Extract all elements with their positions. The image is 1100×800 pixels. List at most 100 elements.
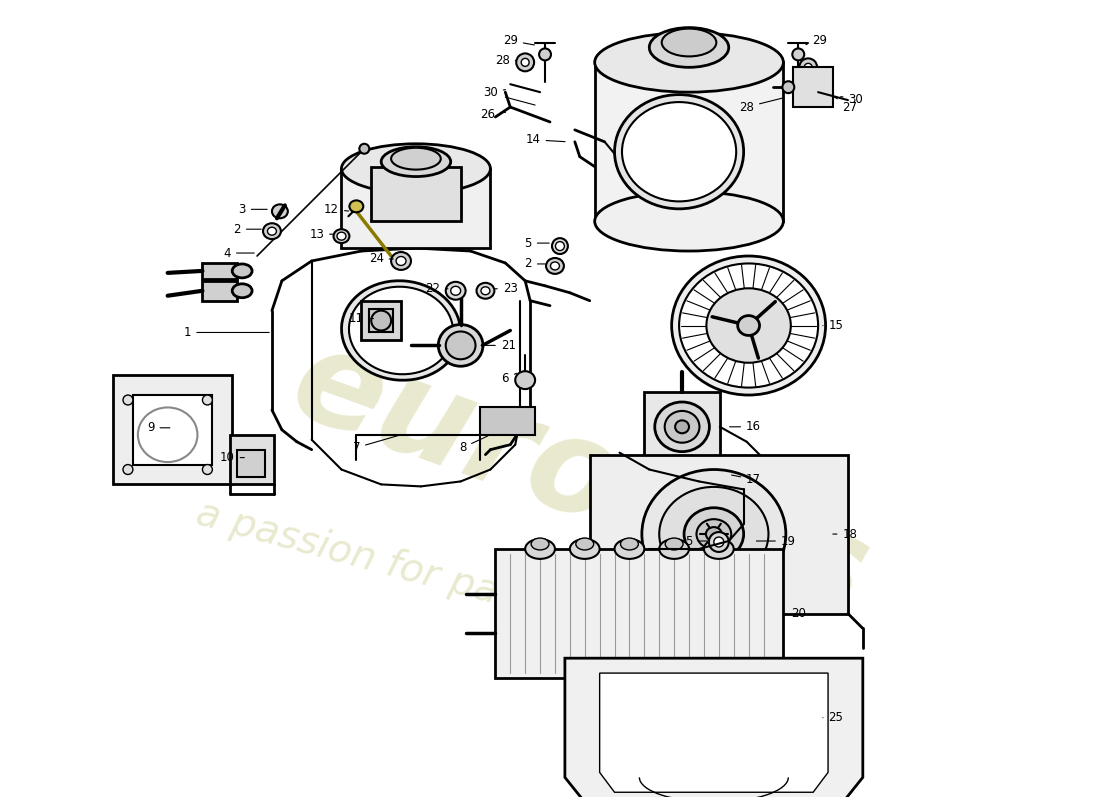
Ellipse shape	[349, 286, 453, 374]
Bar	[372, 166, 461, 222]
Text: 28: 28	[739, 98, 783, 114]
Ellipse shape	[659, 487, 769, 582]
Text: 19: 19	[757, 534, 795, 547]
Text: 23: 23	[495, 282, 518, 295]
Ellipse shape	[372, 310, 392, 330]
Ellipse shape	[595, 33, 783, 92]
Ellipse shape	[675, 420, 689, 434]
Ellipse shape	[804, 63, 812, 71]
Text: 14: 14	[526, 134, 565, 146]
Bar	[645, 392, 719, 462]
Polygon shape	[565, 658, 862, 800]
Text: 15: 15	[823, 319, 844, 332]
Ellipse shape	[552, 238, 568, 254]
Text: 29: 29	[503, 34, 535, 47]
Text: 8: 8	[459, 436, 488, 454]
Ellipse shape	[446, 282, 465, 300]
Ellipse shape	[659, 539, 689, 559]
Text: 27: 27	[833, 96, 857, 114]
Polygon shape	[600, 673, 828, 792]
Ellipse shape	[620, 538, 638, 550]
Ellipse shape	[684, 508, 744, 560]
Ellipse shape	[232, 284, 252, 298]
Ellipse shape	[232, 264, 252, 278]
Text: 6: 6	[502, 372, 517, 385]
Text: 9: 9	[147, 422, 169, 434]
Ellipse shape	[782, 82, 794, 93]
Ellipse shape	[341, 281, 461, 380]
Ellipse shape	[360, 144, 370, 154]
Text: 22: 22	[426, 282, 448, 295]
Text: 3: 3	[239, 203, 267, 216]
Ellipse shape	[202, 465, 212, 474]
Text: 11: 11	[349, 312, 373, 325]
Ellipse shape	[550, 262, 560, 270]
Bar	[238, 450, 265, 478]
Ellipse shape	[123, 465, 133, 474]
Ellipse shape	[621, 102, 736, 202]
Ellipse shape	[556, 242, 564, 250]
Bar	[341, 169, 491, 248]
Ellipse shape	[710, 538, 728, 550]
Text: 17: 17	[732, 473, 761, 486]
Ellipse shape	[672, 256, 826, 395]
Ellipse shape	[476, 283, 494, 298]
Bar	[202, 281, 238, 301]
Text: 25: 25	[823, 711, 844, 724]
Text: 1: 1	[184, 326, 270, 339]
Ellipse shape	[570, 539, 600, 559]
Ellipse shape	[392, 252, 411, 270]
Text: 13: 13	[309, 228, 333, 241]
Ellipse shape	[267, 227, 276, 235]
Bar	[741, 578, 771, 601]
Text: 24: 24	[368, 253, 394, 266]
Text: 29: 29	[806, 34, 827, 47]
Text: europes: europes	[275, 317, 884, 642]
Ellipse shape	[263, 223, 280, 239]
Text: 5: 5	[685, 534, 708, 547]
Bar	[481, 407, 535, 434]
Bar	[113, 375, 232, 485]
Ellipse shape	[714, 537, 724, 547]
Ellipse shape	[396, 257, 406, 266]
Bar	[370, 309, 393, 333]
Text: 5: 5	[525, 237, 549, 250]
Text: 20: 20	[783, 607, 805, 620]
Bar	[361, 301, 402, 341]
Bar	[495, 549, 783, 678]
Bar	[230, 434, 274, 485]
Text: 7: 7	[353, 435, 398, 454]
Ellipse shape	[575, 538, 594, 550]
Bar	[595, 62, 783, 222]
Ellipse shape	[521, 58, 529, 66]
Ellipse shape	[272, 204, 288, 218]
Ellipse shape	[438, 325, 483, 366]
Ellipse shape	[666, 538, 683, 550]
Ellipse shape	[202, 395, 212, 405]
Ellipse shape	[516, 54, 535, 71]
Ellipse shape	[654, 402, 710, 452]
Ellipse shape	[546, 258, 564, 274]
Ellipse shape	[350, 200, 363, 212]
Text: 30: 30	[840, 93, 864, 106]
Text: 2: 2	[525, 258, 546, 270]
Text: 26: 26	[480, 107, 506, 121]
Ellipse shape	[525, 539, 556, 559]
Ellipse shape	[446, 331, 475, 359]
Text: 16: 16	[729, 420, 761, 434]
Ellipse shape	[642, 470, 785, 598]
Ellipse shape	[706, 288, 791, 362]
Ellipse shape	[800, 58, 817, 76]
Ellipse shape	[595, 191, 783, 251]
Ellipse shape	[708, 532, 728, 552]
Ellipse shape	[706, 527, 722, 541]
Ellipse shape	[382, 146, 451, 177]
Text: 30: 30	[483, 86, 506, 98]
Text: 2: 2	[233, 222, 261, 236]
Ellipse shape	[662, 29, 716, 57]
Ellipse shape	[792, 49, 804, 60]
Ellipse shape	[615, 94, 744, 209]
Ellipse shape	[337, 232, 345, 240]
Ellipse shape	[481, 286, 490, 294]
Text: 21: 21	[482, 339, 516, 352]
